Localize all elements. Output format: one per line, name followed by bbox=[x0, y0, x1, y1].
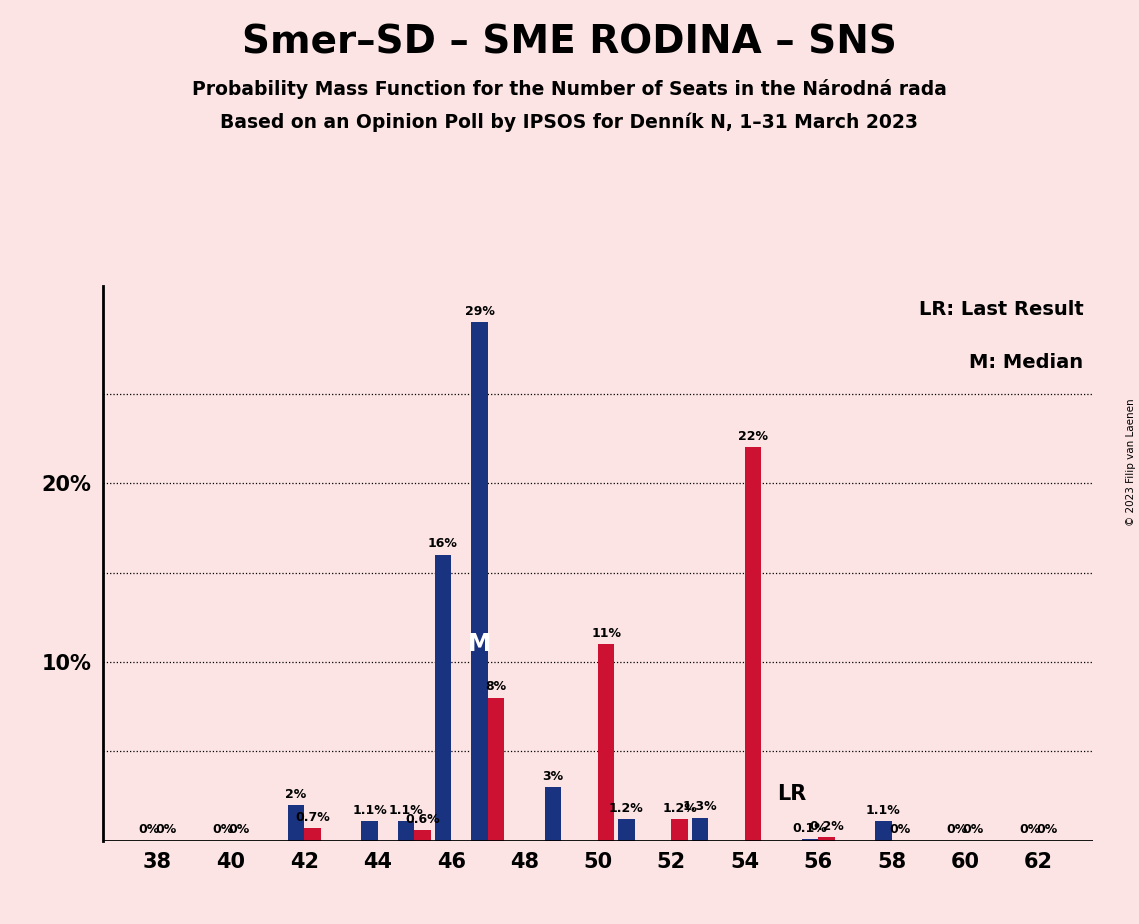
Text: 1.1%: 1.1% bbox=[388, 804, 424, 817]
Bar bbox=[435, 554, 451, 841]
Text: 11%: 11% bbox=[591, 626, 621, 639]
Bar bbox=[472, 322, 487, 841]
Text: Probability Mass Function for the Number of Seats in the Národná rada: Probability Mass Function for the Number… bbox=[192, 79, 947, 99]
Text: 2%: 2% bbox=[286, 787, 306, 800]
Bar bbox=[818, 837, 835, 841]
Text: 0%: 0% bbox=[1019, 823, 1041, 836]
Text: 0%: 0% bbox=[139, 823, 159, 836]
Text: © 2023 Filip van Laenen: © 2023 Filip van Laenen bbox=[1126, 398, 1136, 526]
Text: Based on an Opinion Poll by IPSOS for Denník N, 1–31 March 2023: Based on an Opinion Poll by IPSOS for De… bbox=[221, 113, 918, 132]
Bar bbox=[415, 830, 431, 841]
Text: 0%: 0% bbox=[947, 823, 967, 836]
Text: 29%: 29% bbox=[465, 305, 494, 318]
Text: LR: LR bbox=[777, 784, 806, 804]
Text: 0%: 0% bbox=[212, 823, 233, 836]
Bar bbox=[304, 828, 321, 841]
Bar bbox=[598, 644, 614, 841]
Bar bbox=[544, 787, 562, 841]
Text: 0.1%: 0.1% bbox=[793, 821, 827, 834]
Text: 22%: 22% bbox=[738, 430, 768, 443]
Text: 8%: 8% bbox=[485, 680, 507, 693]
Text: 0%: 0% bbox=[229, 823, 249, 836]
Text: 3%: 3% bbox=[542, 770, 564, 783]
Text: 16%: 16% bbox=[428, 537, 458, 550]
Text: 0.2%: 0.2% bbox=[809, 820, 844, 833]
Bar bbox=[361, 821, 378, 841]
Bar bbox=[745, 447, 761, 841]
Bar bbox=[618, 820, 634, 841]
Text: 0%: 0% bbox=[1036, 823, 1057, 836]
Text: Smer–SD – SME RODINA – SNS: Smer–SD – SME RODINA – SNS bbox=[243, 23, 896, 61]
Text: M: Median: M: Median bbox=[969, 353, 1083, 372]
Text: 0%: 0% bbox=[155, 823, 177, 836]
Bar bbox=[875, 821, 892, 841]
Text: LR: Last Result: LR: Last Result bbox=[919, 300, 1083, 320]
Bar bbox=[487, 698, 505, 841]
Text: 1.1%: 1.1% bbox=[866, 804, 901, 817]
Bar bbox=[288, 805, 304, 841]
Text: 0%: 0% bbox=[890, 823, 910, 836]
Bar bbox=[398, 821, 415, 841]
Text: 0.7%: 0.7% bbox=[295, 811, 330, 824]
Bar bbox=[671, 820, 688, 841]
Text: M: M bbox=[468, 632, 491, 656]
Text: 1.2%: 1.2% bbox=[609, 802, 644, 815]
Bar bbox=[802, 839, 818, 841]
Bar bbox=[691, 818, 708, 841]
Text: 0%: 0% bbox=[962, 823, 984, 836]
Text: 0.6%: 0.6% bbox=[405, 812, 440, 826]
Text: 1.2%: 1.2% bbox=[662, 802, 697, 815]
Text: 1.1%: 1.1% bbox=[352, 804, 387, 817]
Text: 1.3%: 1.3% bbox=[682, 800, 718, 813]
